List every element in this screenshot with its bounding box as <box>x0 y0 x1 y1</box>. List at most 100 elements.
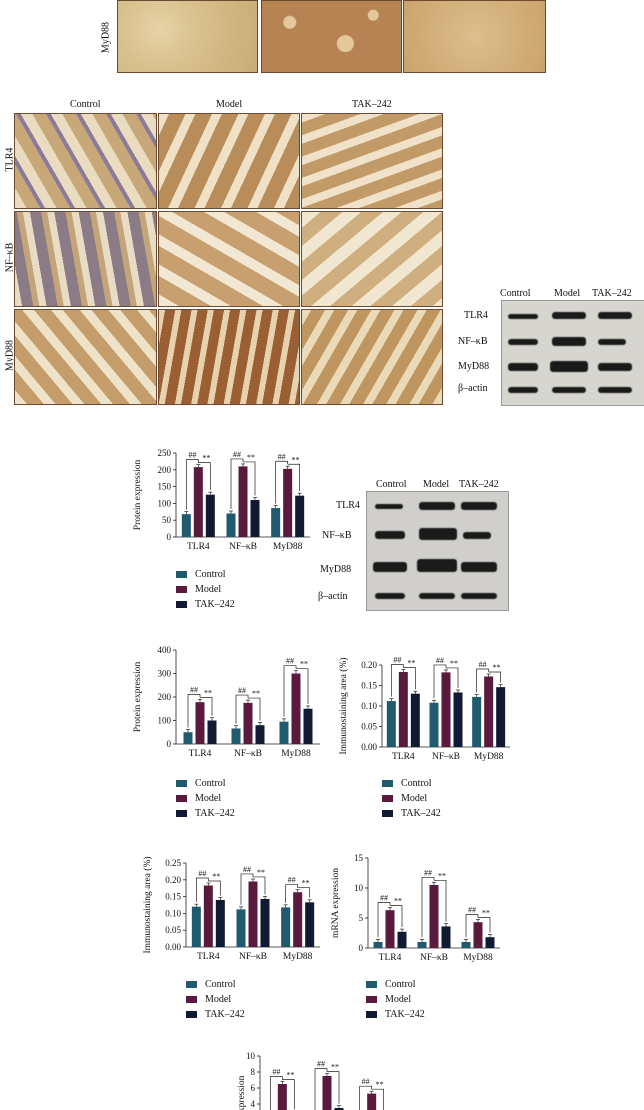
sig-bracket <box>187 694 201 728</box>
bar <box>203 885 213 947</box>
sig-label: ** <box>202 454 210 463</box>
y-tick-label: 400 <box>158 645 172 655</box>
x-tick-label: TLR4 <box>189 749 212 759</box>
bar <box>472 696 482 747</box>
sig-label: ** <box>247 453 255 462</box>
y-tick-label: 5 <box>359 913 364 923</box>
chart-5: 0 5 10 15 mRNA expression TLR4 ## ** NF–κB ## ** My… <box>331 853 500 963</box>
x-tick-label: NF–κB <box>239 952 267 962</box>
bar <box>386 701 396 747</box>
sig-bracket <box>403 667 416 690</box>
blot1-row-myd88: MyD88 <box>458 361 490 372</box>
bar <box>367 1093 377 1110</box>
bar <box>293 892 303 947</box>
sig-label: ## <box>436 656 444 665</box>
bar <box>429 885 439 948</box>
y-axis-label: expression <box>237 1075 247 1110</box>
sig-bracket <box>269 1076 283 1110</box>
y-tick-label: 0.05 <box>361 722 377 732</box>
histo-col-control: Control <box>70 99 101 110</box>
legend-3-item: TAK–242 <box>382 806 441 821</box>
sig-bracket <box>243 461 256 496</box>
sig-label: ** <box>394 897 402 906</box>
chart-1: 0 50 100 150 200 250 Protein expression TLR4 ## *… <box>133 448 310 552</box>
y-tick-label: 0.10 <box>361 701 377 711</box>
sig-label: ** <box>286 1071 294 1080</box>
sig-label: ** <box>493 663 501 672</box>
bar <box>385 910 395 948</box>
y-tick-label: 0.00 <box>165 942 181 952</box>
histo-tlr4-tak242 <box>301 113 443 209</box>
x-tick-label: TLR4 <box>187 542 210 552</box>
sig-label: ## <box>238 686 246 695</box>
bar <box>453 692 463 747</box>
legend-1: Control Model TAK–242 <box>176 567 235 612</box>
histo-col-tak242: TAK–242 <box>352 99 392 110</box>
y-axis-label: Protein expression <box>133 662 143 733</box>
sig-label: ## <box>286 657 294 666</box>
blot1-row-actin: β–actin <box>458 383 488 394</box>
bar <box>441 926 451 948</box>
sig-bracket <box>421 876 435 938</box>
y-tick-label: 200 <box>158 465 172 475</box>
legend-4-item: TAK–242 <box>186 1007 245 1022</box>
bar <box>271 508 281 537</box>
legend-1-item: Control <box>176 567 235 582</box>
y-tick-label: 200 <box>158 692 172 702</box>
chart-6: 46810expressionTLR4##**NF–κB##**MyD88##*… <box>237 1051 385 1110</box>
bar <box>243 702 253 744</box>
legend-1-item: TAK–242 <box>176 597 235 612</box>
bar <box>303 708 313 744</box>
bar <box>305 902 315 947</box>
x-tick-label: NF–κB <box>432 752 460 762</box>
bar <box>207 720 217 744</box>
histo-myd88-tak242 <box>301 309 443 405</box>
sig-label: ** <box>407 659 415 668</box>
sig-label: ## <box>190 685 198 694</box>
sig-bracket <box>253 876 266 895</box>
sig-bracket <box>208 880 221 896</box>
y-tick-label: 0.15 <box>165 892 181 902</box>
sig-label: ** <box>482 909 490 918</box>
legend-4-item: Control <box>186 977 245 992</box>
sig-bracket <box>478 917 491 933</box>
sig-label: ** <box>376 1080 384 1089</box>
blot2-row-nfkb: NF–κB <box>322 530 352 541</box>
bar <box>260 898 270 947</box>
sig-label: ** <box>204 688 212 697</box>
blot2-row-tlr4: TLR4 <box>336 500 360 511</box>
bar <box>484 676 494 747</box>
sig-bracket <box>390 664 404 697</box>
blot1-row-tlr4: TLR4 <box>464 310 488 321</box>
y-tick-label: 15 <box>354 853 364 863</box>
legend-2-item: TAK–242 <box>176 806 235 821</box>
sig-label: ** <box>252 689 260 698</box>
bar <box>410 693 420 747</box>
sig-bracket <box>488 671 502 683</box>
sig-bracket <box>390 905 403 928</box>
sig-label: ## <box>380 894 388 903</box>
legend-3-item: Control <box>382 776 441 791</box>
y-tick-label: 0.05 <box>165 925 181 935</box>
top-tissue-tak242 <box>403 0 546 73</box>
sig-label: ** <box>438 871 446 880</box>
legend-5: Control Model TAK–242 <box>366 977 425 1022</box>
bar <box>373 942 383 948</box>
blot2-col-control: Control <box>376 479 407 490</box>
y-tick-label: 10 <box>354 883 364 893</box>
x-tick-label: MyD88 <box>283 952 313 962</box>
y-tick-label: 250 <box>158 448 172 458</box>
bar <box>236 909 246 947</box>
sig-label: ## <box>272 1068 280 1077</box>
y-axis-label: mRNA expression <box>331 868 341 938</box>
y-axis-label: Protein expression <box>133 460 143 531</box>
sig-bracket <box>275 460 289 504</box>
y-tick-label: 0.10 <box>165 908 181 918</box>
histo-nfkb-model <box>158 211 300 307</box>
blot1-row-nfkb: NF–κB <box>458 336 488 347</box>
histo-nfkb-tak242 <box>301 211 443 307</box>
sig-label: ## <box>278 452 286 461</box>
x-tick-label: MyD88 <box>474 752 504 762</box>
legend-5-item: Model <box>366 992 425 1007</box>
sig-bracket <box>195 877 209 903</box>
